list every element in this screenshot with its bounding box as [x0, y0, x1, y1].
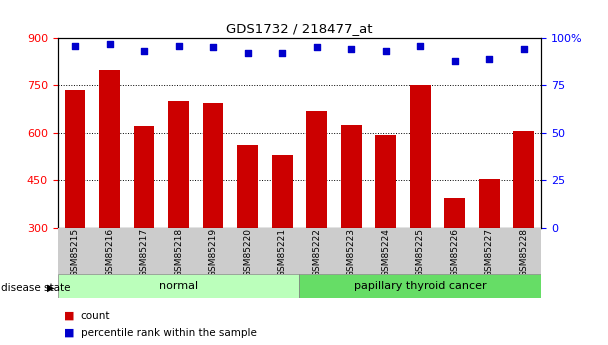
Text: GSM85223: GSM85223	[347, 228, 356, 277]
Bar	[272, 155, 292, 228]
Text: disease state: disease state	[1, 283, 71, 293]
Text: GSM85224: GSM85224	[381, 228, 390, 277]
Point	[415, 43, 425, 48]
Text: GSM85228: GSM85228	[519, 228, 528, 277]
Bar	[134, 127, 154, 228]
Point	[312, 45, 322, 50]
Text: GSM85225: GSM85225	[416, 228, 425, 277]
Point	[174, 43, 184, 48]
Point	[139, 48, 149, 54]
Bar	[168, 101, 189, 228]
Text: GSM85227: GSM85227	[485, 228, 494, 277]
Bar	[306, 111, 327, 228]
Point	[277, 50, 287, 56]
Bar	[202, 103, 224, 228]
Bar	[375, 135, 396, 228]
Text: GSM85222: GSM85222	[312, 228, 321, 277]
Title: GDS1732 / 218477_at: GDS1732 / 218477_at	[226, 22, 373, 36]
Text: GSM85219: GSM85219	[209, 228, 218, 277]
Text: GSM85221: GSM85221	[278, 228, 287, 277]
Point	[105, 41, 114, 46]
Point	[347, 47, 356, 52]
Bar	[514, 131, 534, 228]
Point	[209, 45, 218, 50]
Bar	[444, 198, 465, 228]
Point	[243, 50, 252, 56]
Text: GSM85216: GSM85216	[105, 228, 114, 277]
Text: ■: ■	[64, 328, 74, 338]
Text: percentile rank within the sample: percentile rank within the sample	[81, 328, 257, 338]
Text: normal: normal	[159, 282, 198, 291]
Point	[70, 43, 80, 48]
Text: count: count	[81, 311, 111, 321]
Text: papillary thyroid cancer: papillary thyroid cancer	[354, 282, 486, 291]
Bar	[341, 125, 362, 228]
Bar	[58, 274, 299, 298]
Bar	[99, 70, 120, 228]
Bar	[237, 146, 258, 228]
Text: GSM85215: GSM85215	[71, 228, 80, 277]
Point	[381, 48, 390, 54]
Point	[485, 56, 494, 61]
Text: ▶: ▶	[47, 283, 55, 293]
Bar	[299, 274, 541, 298]
Text: GSM85217: GSM85217	[140, 228, 148, 277]
Text: GSM85218: GSM85218	[174, 228, 183, 277]
Text: GSM85220: GSM85220	[243, 228, 252, 277]
Point	[519, 47, 529, 52]
Text: ■: ■	[64, 311, 74, 321]
Bar	[64, 90, 85, 228]
Bar	[410, 85, 430, 228]
Bar	[479, 179, 500, 228]
Point	[450, 58, 460, 63]
Text: GSM85226: GSM85226	[451, 228, 459, 277]
